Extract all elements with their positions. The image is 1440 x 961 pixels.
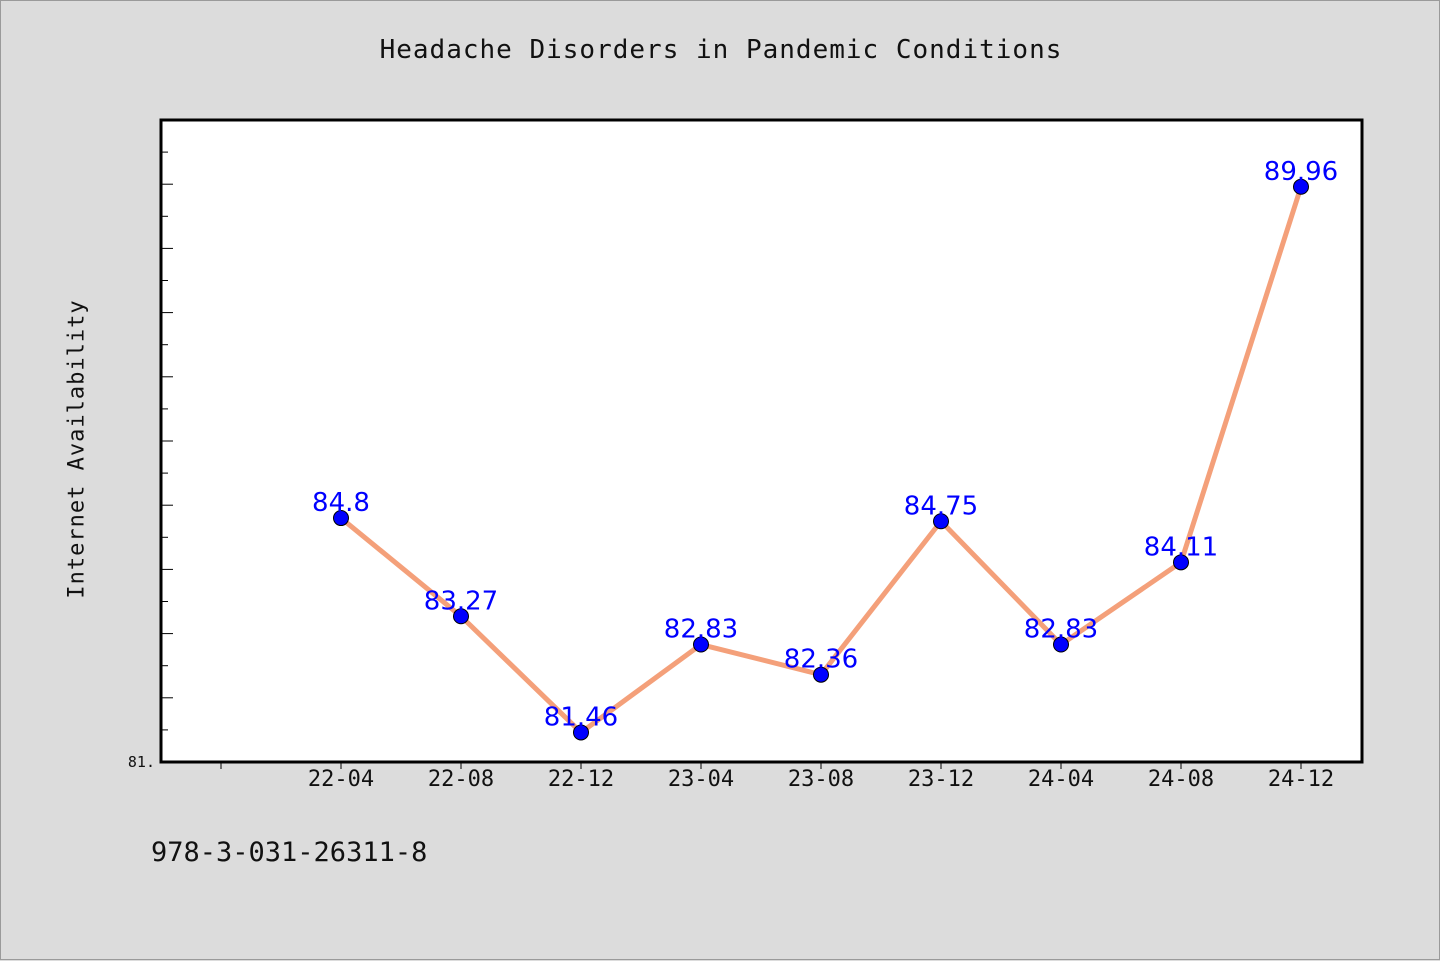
- data-label: 82.36: [784, 645, 858, 675]
- data-label: 89.96: [1264, 157, 1338, 187]
- data-point: [453, 608, 469, 625]
- x-tick-label: 22-08: [428, 767, 494, 792]
- x-tick-label: 24-12: [1268, 767, 1334, 792]
- data-label: 83.27: [424, 586, 498, 616]
- data-point: [813, 666, 829, 683]
- data-point: [573, 724, 589, 741]
- data-point: [1293, 178, 1309, 195]
- data-point: [1053, 636, 1069, 653]
- x-tick-label: 24-04: [1028, 767, 1094, 792]
- x-tick-label: 22-12: [548, 767, 614, 792]
- data-label: 82.83: [664, 615, 738, 645]
- plot-area: [159, 118, 1364, 764]
- data-label: 82.83: [1024, 615, 1098, 645]
- data-point: [1173, 554, 1189, 571]
- x-tick-label: 23-12: [908, 767, 974, 792]
- data-label: 84.11: [1144, 532, 1218, 562]
- data-label: 84.8: [312, 488, 370, 518]
- data-label: 81.46: [544, 702, 618, 732]
- isbn-code: 978-3-031-26311-8: [151, 837, 428, 868]
- data-label: 84.75: [904, 491, 978, 521]
- data-point: [333, 510, 349, 527]
- x-tick-label: 24-08: [1148, 767, 1214, 792]
- y-tick-label: 81.: [128, 753, 155, 771]
- x-tick-label: 22-04: [308, 767, 374, 792]
- x-tick-label: 23-04: [668, 767, 734, 792]
- chart-title: Headache Disorders in Pandemic Condition…: [379, 35, 1063, 65]
- data-point: [693, 636, 709, 653]
- data-point: [933, 513, 949, 530]
- x-tick-label: 23-08: [788, 767, 854, 792]
